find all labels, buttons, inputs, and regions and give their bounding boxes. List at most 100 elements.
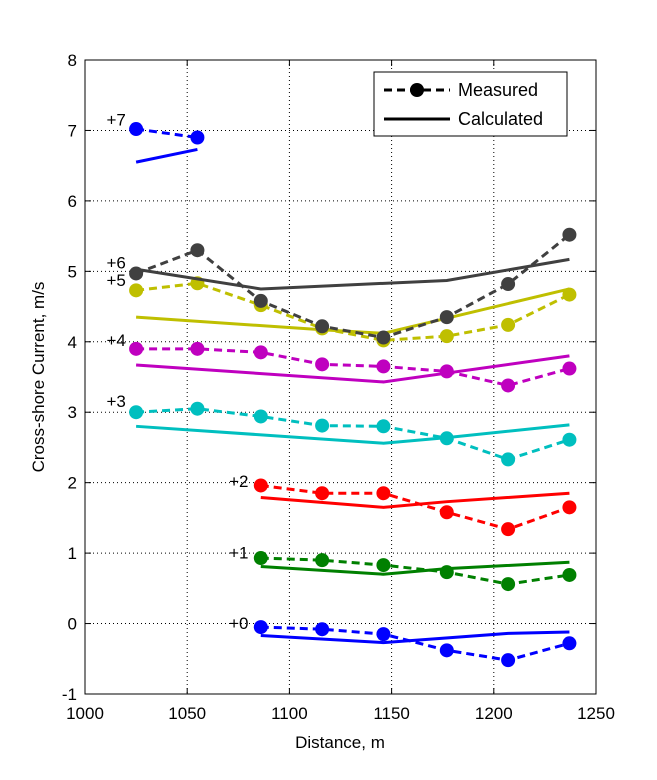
x-tick-label: 1250	[577, 704, 615, 723]
measured-point	[501, 277, 516, 292]
measured-point	[129, 341, 144, 356]
data-series: +0 +1 +2 +3 +4 +5+6 +7	[106, 110, 577, 668]
measured-point	[129, 122, 144, 137]
measured-point	[253, 345, 268, 360]
series-offset-4: +4	[106, 331, 577, 393]
y-tick-label: 3	[68, 403, 77, 422]
measured-point	[376, 330, 391, 345]
measured-point	[376, 627, 391, 642]
measured-point	[129, 405, 144, 420]
x-axis-label: Distance, m	[295, 733, 385, 752]
measured-point	[562, 567, 577, 582]
measured-point	[253, 293, 268, 308]
series-offset-label: +2	[229, 472, 248, 491]
measured-point	[129, 266, 144, 281]
measured-point	[562, 287, 577, 302]
legend-measured-marker	[410, 83, 424, 97]
series-offset-3: +3	[106, 392, 577, 467]
measured-line	[136, 347, 570, 388]
y-tick-label: 1	[68, 544, 77, 563]
y-tick-label: 8	[68, 51, 77, 70]
measured-point	[315, 553, 330, 568]
measured-point	[376, 419, 391, 434]
y-tick-label: 0	[68, 615, 77, 634]
series-offset-label: +0	[229, 614, 248, 633]
y-tick-label: 6	[68, 192, 77, 211]
y-tick-label: 5	[68, 262, 77, 281]
measured-point	[501, 577, 516, 592]
measured-line	[136, 407, 570, 462]
measured-point	[190, 401, 205, 416]
series-offset-label: +3	[106, 392, 125, 411]
calculated-line	[260, 560, 570, 576]
x-tick-label: 1100	[271, 704, 308, 723]
legend-box	[373, 71, 568, 137]
measured-point	[376, 486, 391, 501]
axis-ticks: 1000 1050 1100 1150 1200 1250 -1 0 1 2 3 4 5 6 7 8	[62, 51, 615, 723]
measured-point	[253, 409, 268, 424]
measured-point	[562, 432, 577, 447]
measured-line	[135, 127, 198, 139]
measured-point	[190, 130, 205, 145]
plot-area-frame	[84, 59, 597, 695]
measured-point	[501, 522, 516, 537]
measured-point	[129, 283, 144, 298]
calculated-line	[260, 491, 570, 509]
series-offset-label: +7	[106, 110, 125, 129]
measured-point	[562, 361, 577, 376]
y-tick-label: 2	[68, 474, 77, 493]
grid-lines	[85, 60, 596, 694]
measured-point	[562, 636, 577, 651]
y-tick-label: -1	[62, 685, 77, 704]
measured-point	[439, 565, 454, 580]
measured-line	[260, 483, 570, 531]
measured-point	[253, 551, 268, 566]
x-tick-label: 1000	[66, 704, 104, 723]
y-axis-label: Cross-shore Current, m/s	[29, 282, 48, 473]
measured-point	[253, 478, 268, 493]
measured-point	[315, 622, 330, 637]
measured-line	[260, 625, 570, 662]
measured-point	[376, 359, 391, 374]
legend: Measured Calculated	[373, 71, 568, 137]
series-offset-6: +6	[106, 227, 577, 345]
x-tick-label: 1150	[373, 704, 410, 723]
measured-point	[439, 643, 454, 658]
series-offset-0: +0	[229, 614, 577, 668]
series-offset-2: +2	[229, 472, 577, 537]
y-tick-label: 4	[68, 333, 77, 352]
measured-point	[439, 329, 454, 344]
measured-point	[439, 505, 454, 520]
calculated-line	[135, 354, 570, 384]
measured-point	[315, 486, 330, 501]
measured-point	[562, 227, 577, 242]
x-tick-label: 1050	[168, 704, 206, 723]
series-offset-label: +4	[106, 331, 125, 350]
measured-line	[135, 233, 571, 340]
calculated-line	[135, 147, 198, 164]
legend-calculated-label: Calculated	[458, 109, 543, 129]
calculated-line	[260, 630, 570, 645]
series-offset-label: +5	[106, 271, 125, 290]
legend-measured-label: Measured	[458, 80, 538, 100]
series-offset-1: +1	[229, 544, 577, 592]
calculated-line	[135, 257, 570, 291]
measured-line	[135, 281, 571, 342]
measured-point	[501, 317, 516, 332]
measured-point	[562, 500, 577, 515]
measured-point	[190, 341, 205, 356]
calculated-line	[135, 287, 570, 335]
measured-point	[315, 319, 330, 334]
x-tick-label: 1200	[475, 704, 513, 723]
series-offset-label: +1	[229, 544, 248, 563]
measured-point	[439, 431, 454, 446]
series-offset-label: +6	[106, 253, 125, 272]
measured-point	[501, 653, 516, 668]
measured-point	[501, 378, 516, 393]
measured-point	[190, 243, 205, 258]
measured-point	[315, 357, 330, 372]
measured-point	[376, 558, 391, 573]
calculated-line	[135, 423, 570, 445]
y-tick-label: 7	[68, 121, 77, 140]
